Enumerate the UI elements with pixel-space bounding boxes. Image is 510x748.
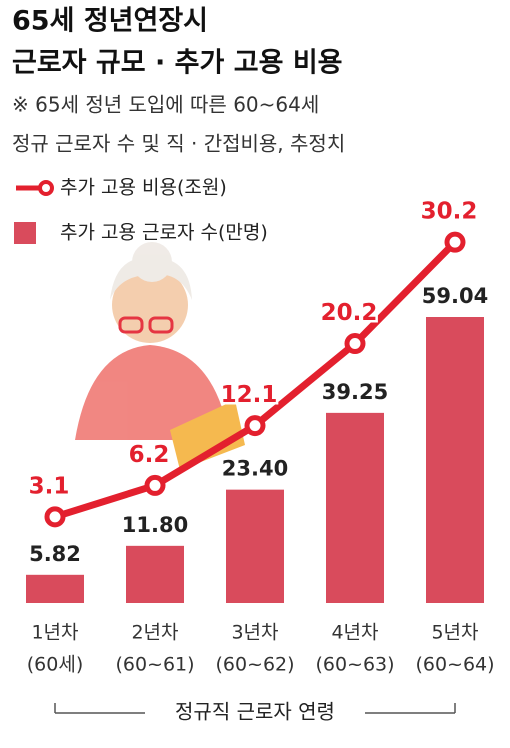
line-marker [444, 231, 466, 253]
illustration [75, 242, 245, 470]
line-marker [344, 333, 366, 355]
legend-swatch [14, 222, 36, 244]
x-tick-label: 4년차 [331, 622, 378, 644]
bar-value-label: 39.25 [322, 380, 388, 404]
line-value-label: 20.2 [321, 300, 378, 326]
x-tick-sublabel: (60~64) [415, 654, 494, 676]
line-marker [44, 506, 66, 528]
line-value-label: 30.2 [421, 199, 478, 225]
x-axis-label: 정규직 근로자 연령 [175, 700, 335, 724]
line-marker [244, 415, 266, 437]
bar-value-label: 23.40 [222, 457, 288, 481]
legend-marker [38, 180, 54, 196]
bar-value-label: 59.04 [422, 284, 488, 308]
title: 근로자 규모 · 추가 고용 비용 [12, 48, 343, 79]
x-tick-sublabel: (60~63) [315, 654, 394, 676]
title: 65세 정년연장시 [12, 6, 208, 37]
bar [226, 489, 284, 603]
x-tick-label: 2년차 [131, 622, 178, 644]
x-tick-label: 1년차 [31, 622, 78, 644]
bar [126, 545, 184, 603]
x-tick-sublabel: (60세) [27, 654, 83, 676]
bar-value-label: 5.82 [29, 542, 81, 566]
legend-label: 추가 고용 근로자 수(만명) [60, 222, 268, 244]
line-value-label: 3.1 [29, 473, 70, 499]
x-tick-sublabel: (60~61) [115, 654, 194, 676]
subtitle: ※ 65세 정년 도입에 따른 60~64세 [12, 93, 319, 117]
bar [326, 412, 384, 603]
x-tick-sublabel: (60~62) [215, 654, 294, 676]
legend-label: 추가 고용 비용(조원) [60, 177, 227, 199]
line-value-label: 12.1 [221, 382, 278, 408]
subtitle: 정규 근로자 수 및 직 · 간접비용, 추정치 [12, 132, 345, 156]
bar [26, 574, 84, 603]
bar-value-label: 11.80 [122, 513, 188, 537]
bar [426, 317, 484, 603]
bracket-gap [145, 698, 365, 728]
legend: 추가 고용 비용(조원) 추가 고용 근로자 수(만명) [14, 177, 268, 244]
x-tick-label: 3년차 [231, 622, 278, 644]
line-marker [144, 474, 166, 496]
x-tick-label: 5년차 [431, 622, 478, 644]
line-value-label: 6.2 [129, 442, 170, 468]
